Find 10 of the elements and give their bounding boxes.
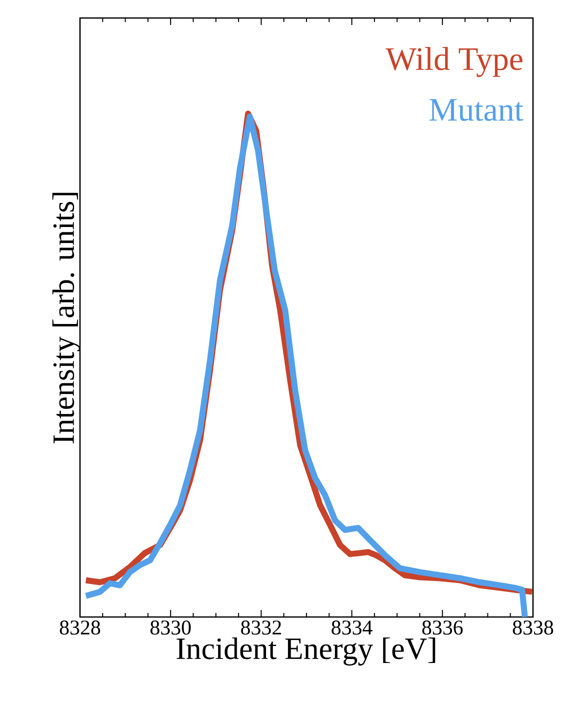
text: Mutant bbox=[429, 99, 524, 121]
text: Wild Type bbox=[386, 47, 522, 77]
x-tick-label: 8336 bbox=[422, 620, 463, 635]
x-axis-title: Incident Energy [eV] bbox=[176, 637, 436, 666]
x-tick-label: 8328 bbox=[60, 620, 100, 635]
y-axis-title: Intensity [arb. units] bbox=[52, 192, 80, 444]
x-tick-label: 8330 bbox=[150, 620, 191, 635]
x-tick-label: 8338 bbox=[512, 620, 554, 635]
x-tick-label: 8334 bbox=[332, 620, 372, 635]
x-tick-label: 8332 bbox=[241, 620, 281, 635]
